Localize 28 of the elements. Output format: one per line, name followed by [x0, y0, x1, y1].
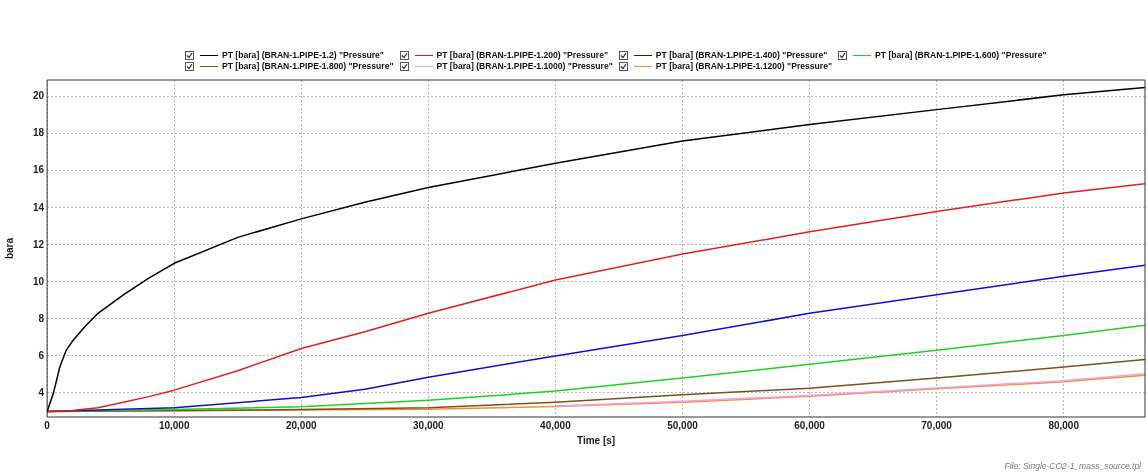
legend-label: PT [bara] (BRAN-1.PIPE-1.1000) "Pressure" [436, 61, 613, 71]
y-tick-label: 8 [38, 312, 45, 324]
x-tick-label: 20,000 [285, 419, 317, 431]
y-tick-label: 18 [33, 127, 45, 139]
y-tick-label: 20 [33, 90, 45, 102]
legend-label: PT [bara] (BRAN-1.PIPE-1.1200) "Pressure" [655, 61, 833, 71]
text: File: Single-CO2-1_mass_source.tpl [1004, 461, 1141, 471]
x-axis-title: Time [s] [576, 434, 616, 446]
x-tick-label: 60,000 [794, 419, 826, 431]
legend-label: PT [bara] (BRAN-1.PIPE-1.400) "Pressure" [655, 50, 828, 60]
x-tick-label: 80,000 [1048, 419, 1080, 431]
x-tick-label: 70,000 [921, 419, 953, 431]
legend-label: PT [bara] (BRAN-1.PIPE-1.600) "Pressure" [875, 50, 1047, 60]
x-tick-label: 30,000 [413, 419, 445, 431]
x-tick-label: 40,000 [540, 419, 572, 431]
x-tick-label: 50,000 [667, 419, 699, 431]
y-tick-label: 4 [38, 386, 45, 398]
legend-label: PT [bara] (BRAN-1.PIPE-1.200) "Pressure" [436, 50, 608, 60]
x-tick-label: 0 [44, 419, 51, 431]
x-tick-label: 10,000 [158, 419, 190, 431]
y-tick-label: 12 [33, 238, 45, 250]
y-tick-label: 16 [33, 164, 45, 176]
y-tick-label: 10 [33, 275, 45, 287]
legend-label: PT [bara] (BRAN-1.PIPE-1.800) "Pressure" [222, 61, 394, 71]
y-tick-label: 6 [38, 349, 45, 361]
legend-label: PT [bara] (BRAN-1.PIPE-1.2) "Pressure" [222, 50, 384, 60]
y-axis-title: bara [3, 237, 15, 260]
y-tick-label: 14 [33, 201, 45, 213]
